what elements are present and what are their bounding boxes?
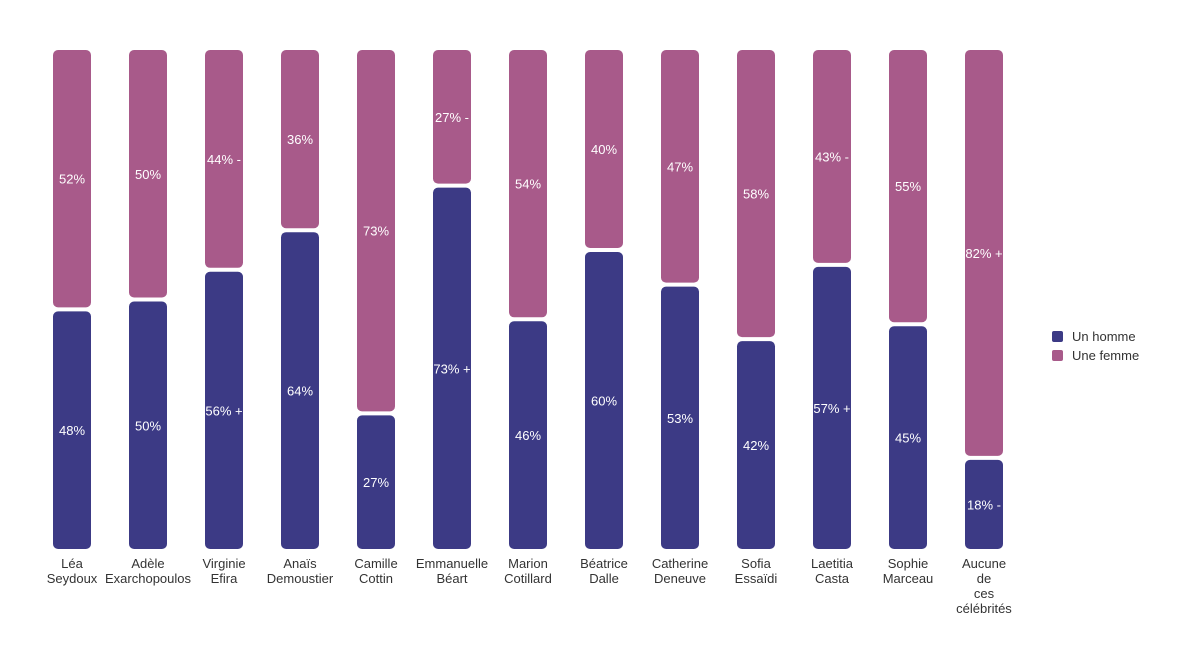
- legend-label-une-femme: Une femme: [1072, 348, 1139, 363]
- bar-un-homme-sophie-marceau: [889, 326, 927, 549]
- category-label-aucune-de-ces-celebrites: Aucune de ces célébrités: [956, 556, 1012, 616]
- bar-une-femme-marion-cotillard: [509, 50, 547, 318]
- bar-une-femme-beatrice-dalle: [585, 50, 623, 248]
- bar-un-homme-lea-seydoux: [53, 311, 91, 549]
- bar-une-femme-laetitia-casta: [813, 50, 851, 263]
- category-label-adele-exarchopoulos: Adèle Exarchopoulos: [105, 556, 191, 586]
- bar-une-femme-adele-exarchopoulos: [129, 50, 167, 298]
- bar-une-femme-aucune-de-ces-celebrites: [965, 50, 1003, 456]
- data-label-une-femme-camille-cottin: 73%: [363, 224, 389, 239]
- data-label-une-femme-emmanuelle-beart: 27% -: [435, 110, 469, 125]
- category-label-marion-cotillard: Marion Cotillard: [504, 556, 552, 586]
- bar-un-homme-sofia-essaidi: [737, 341, 775, 549]
- legend-swatch-une-femme: [1052, 350, 1063, 361]
- data-label-une-femme-beatrice-dalle: 40%: [591, 142, 617, 157]
- legend-swatch-un-homme: [1052, 331, 1063, 342]
- data-label-un-homme-sophie-marceau: 45%: [895, 431, 921, 446]
- data-label-un-homme-adele-exarchopoulos: 50%: [135, 418, 161, 433]
- data-label-un-homme-catherine-deneuve: 53%: [667, 411, 693, 426]
- legend: Un homme Une femme: [1052, 329, 1139, 363]
- bar-un-homme-adele-exarchopoulos: [129, 301, 167, 549]
- bar-une-femme-anais-demoustier: [281, 50, 319, 229]
- bar-un-homme-virginie-efira: [205, 271, 243, 549]
- legend-label-un-homme: Un homme: [1072, 329, 1136, 344]
- data-label-une-femme-marion-cotillard: 54%: [515, 177, 541, 192]
- bar-un-homme-camille-cottin: [357, 415, 395, 549]
- bar-un-homme-catherine-deneuve: [661, 286, 699, 549]
- bar-un-homme-laetitia-casta: [813, 266, 851, 549]
- category-label-virginie-efira: Virginie Efira: [202, 556, 245, 586]
- data-label-un-homme-beatrice-dalle: 60%: [591, 394, 617, 409]
- data-label-une-femme-sophie-marceau: 55%: [895, 179, 921, 194]
- data-label-un-homme-virginie-efira: 56% +: [205, 403, 242, 418]
- data-label-un-homme-emmanuelle-beart: 73% +: [433, 361, 470, 376]
- category-label-catherine-deneuve: Catherine Deneuve: [652, 556, 708, 586]
- bar-une-femme-sophie-marceau: [889, 50, 927, 323]
- data-label-une-femme-lea-seydoux: 52%: [59, 172, 85, 187]
- data-label-un-homme-anais-demoustier: 64%: [287, 384, 313, 399]
- category-label-laetitia-casta: Laetitia Casta: [811, 556, 854, 586]
- bar-une-femme-camille-cottin: [357, 50, 395, 412]
- data-label-une-femme-laetitia-casta: 43% -: [815, 149, 849, 164]
- data-label-une-femme-anais-demoustier: 36%: [287, 132, 313, 147]
- category-label-emmanuelle-beart: Emmanuelle Béart: [416, 556, 488, 586]
- bar-un-homme-aucune-de-ces-celebrites: [965, 459, 1003, 549]
- data-label-un-homme-marion-cotillard: 46%: [515, 428, 541, 443]
- category-label-anais-demoustier: Anaïs Demoustier: [267, 556, 334, 586]
- bar-un-homme-anais-demoustier: [281, 232, 319, 549]
- data-label-un-homme-lea-seydoux: 48%: [59, 423, 85, 438]
- data-label-un-homme-laetitia-casta: 57% +: [813, 401, 850, 416]
- data-label-un-homme-sofia-essaidi: 42%: [743, 438, 769, 453]
- bars-group: 52% 48% 50% 50% 44% - 56% + 36% 64% 73% 27% 27% - 7…: [53, 50, 1003, 549]
- category-label-beatrice-dalle: Béatrice Dalle: [580, 556, 628, 586]
- category-label-lea-seydoux: Léa Seydoux: [47, 556, 98, 586]
- bar-une-femme-catherine-deneuve: [661, 50, 699, 283]
- data-label-une-femme-catherine-deneuve: 47%: [667, 159, 693, 174]
- data-label-une-femme-virginie-efira: 44% -: [207, 152, 241, 167]
- category-label-sofia-essaidi: Sofia Essaïdi: [735, 556, 778, 586]
- bar-un-homme-emmanuelle-beart: [433, 187, 471, 549]
- bar-un-homme-beatrice-dalle: [585, 252, 623, 549]
- bar-un-homme-marion-cotillard: [509, 321, 547, 549]
- data-label-une-femme-sofia-essaidi: 58%: [743, 187, 769, 202]
- category-label-camille-cottin: Camille Cottin: [354, 556, 397, 586]
- data-label-un-homme-aucune-de-ces-celebrites: 18% -: [967, 497, 1001, 512]
- bar-une-femme-lea-seydoux: [53, 50, 91, 308]
- data-label-une-femme-adele-exarchopoulos: 50%: [135, 167, 161, 182]
- data-label-un-homme-camille-cottin: 27%: [363, 475, 389, 490]
- bar-une-femme-sofia-essaidi: [737, 50, 775, 338]
- category-label-sophie-marceau: Sophie Marceau: [883, 556, 934, 586]
- bar-une-femme-emmanuelle-beart: [433, 50, 471, 184]
- data-label-une-femme-aucune-de-ces-celebrites: 82% +: [965, 246, 1002, 261]
- bar-une-femme-virginie-efira: [205, 50, 243, 268]
